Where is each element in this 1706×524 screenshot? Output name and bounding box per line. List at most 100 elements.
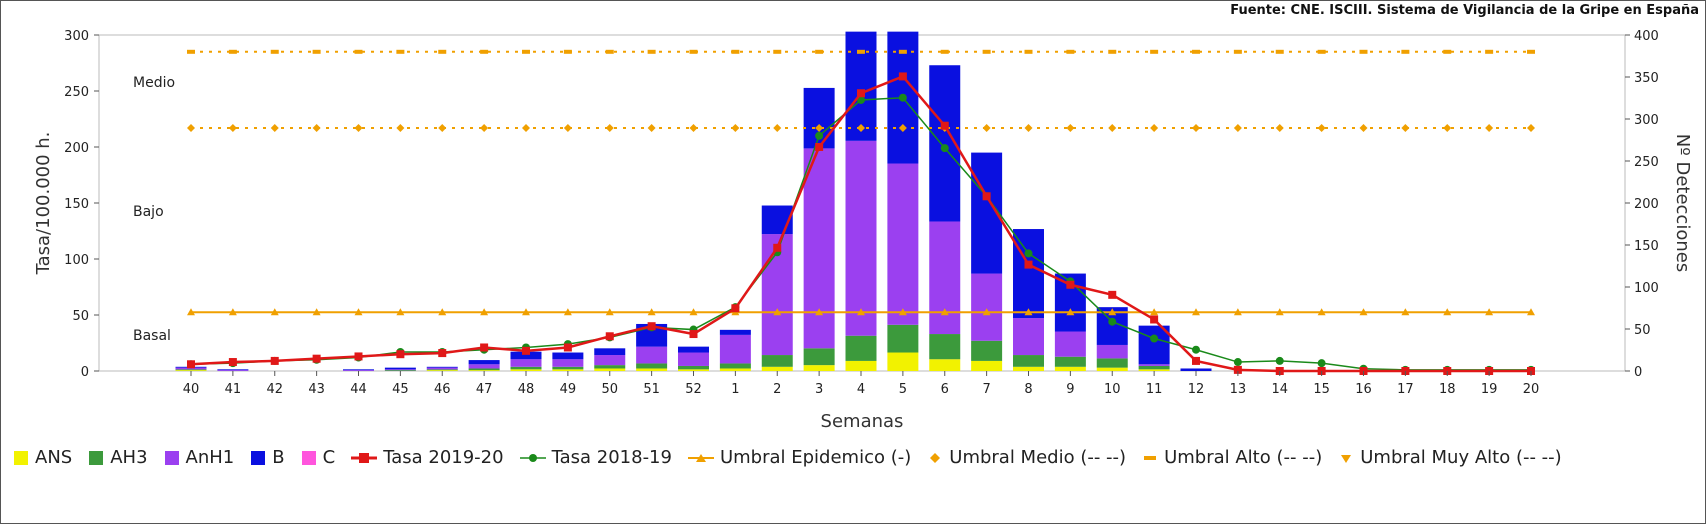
- threshold-medio-marker: [647, 123, 656, 132]
- x-tick-label: 10: [1104, 382, 1121, 397]
- threshold-alto-marker: [1443, 49, 1452, 54]
- y-tick-label: 50: [72, 309, 89, 324]
- threshold-medio-marker: [1150, 123, 1159, 132]
- legend-label: ANS: [35, 447, 73, 468]
- point-tasa-2019-20: [1233, 365, 1242, 374]
- bar-ANS: [594, 368, 626, 371]
- bar-AH3: [761, 355, 793, 367]
- threshold-epidemico-marker: [228, 308, 237, 316]
- threshold-alto-marker: [982, 49, 991, 54]
- bar-AH3: [426, 369, 458, 371]
- legend-label: B: [272, 447, 285, 468]
- legend-symbol-icon: [687, 453, 714, 462]
- point-tasa-2018-19: [1317, 359, 1326, 368]
- bar-AnH1: [845, 140, 877, 336]
- threshold-alto-marker: [563, 49, 572, 54]
- y-tick-label: 200: [64, 141, 89, 156]
- legend-symbol-icon: [14, 450, 28, 465]
- x-tick-label: 50: [601, 382, 618, 397]
- threshold-epidemico-marker: [1024, 308, 1033, 316]
- threshold-medio-marker: [605, 123, 614, 132]
- bar-AH3: [1138, 365, 1170, 370]
- threshold-epidemico-marker: [940, 308, 949, 316]
- threshold-epidemico-marker: [773, 308, 782, 316]
- bar-AnH1: [678, 352, 709, 366]
- threshold-alto-marker: [857, 49, 865, 54]
- threshold-epidemico-marker: [1192, 308, 1200, 316]
- threshold-medio-marker: [1359, 123, 1368, 132]
- threshold-medio-marker: [396, 123, 405, 132]
- x-tick-label: 46: [434, 382, 451, 397]
- point-tasa-2019-20: [522, 346, 530, 355]
- threshold-alto-marker: [773, 49, 782, 54]
- bar-AH3: [678, 365, 709, 370]
- y2-tick-label: 0: [1634, 365, 1642, 380]
- bar-ANS: [845, 360, 877, 371]
- legend-item: ANS: [13, 447, 72, 468]
- bar-AH3: [929, 334, 961, 360]
- x-tick-label: 40: [183, 382, 200, 397]
- x-tick-label: 47: [476, 382, 493, 397]
- y2-axis-title: Nº Detecciones: [1672, 134, 1693, 272]
- threshold-alto-marker: [270, 49, 279, 54]
- bar-B: [1180, 368, 1212, 371]
- bar-AnH1: [1138, 364, 1170, 366]
- bar-AnH1: [384, 369, 416, 371]
- point-tasa-2019-20: [187, 360, 195, 369]
- bar-AnH1: [594, 355, 626, 366]
- threshold-alto-marker: [1317, 49, 1326, 54]
- threshold-medio-marker: [689, 123, 698, 132]
- bar-ANS: [887, 352, 919, 371]
- y-axis-title: Tasa/100.000 h.: [33, 132, 54, 276]
- threshold-alto-marker: [647, 49, 656, 54]
- legend-label: Tasa 2018-19: [551, 447, 672, 468]
- point-tasa-2018-19: [1024, 249, 1033, 258]
- threshold-alto-marker: [1066, 49, 1075, 54]
- threshold-medio-marker: [1401, 123, 1410, 132]
- legend-symbol-icon: [1341, 454, 1352, 463]
- threshold-epidemico-marker: [1359, 308, 1368, 316]
- threshold-medio-marker: [1485, 123, 1494, 132]
- x-tick-label: 11: [1146, 382, 1163, 397]
- y2-tick-label: 400: [1634, 29, 1659, 44]
- threshold-alto-marker: [522, 49, 530, 54]
- y2-tick-label: 350: [1634, 71, 1659, 86]
- threshold-epidemico-marker: [270, 308, 279, 316]
- threshold-alto-marker: [605, 49, 614, 54]
- threshold-alto-marker: [312, 49, 321, 54]
- point-tasa-2018-19: [1233, 358, 1242, 367]
- x-tick-label: 3: [815, 382, 823, 397]
- bar-AnH1: [343, 370, 374, 371]
- point-tasa-2019-20: [312, 354, 321, 363]
- bar-AnH1: [1013, 318, 1044, 356]
- threshold-medio-marker: [354, 123, 363, 132]
- x-tick-label: 5: [899, 382, 907, 397]
- point-tasa-2019-20: [270, 356, 279, 365]
- point-tasa-2019-20: [940, 121, 949, 130]
- band-label-medio: Medio: [133, 75, 175, 91]
- bar-AH3: [1054, 356, 1086, 367]
- x-tick-label: 8: [1024, 382, 1032, 397]
- threshold-medio-marker: [1108, 123, 1117, 132]
- threshold-epidemico-marker: [605, 308, 614, 316]
- legend-label: Umbral Medio (-- --): [949, 447, 1127, 468]
- point-tasa-2018-19: [1192, 345, 1200, 354]
- x-tick-label: 20: [1523, 382, 1540, 397]
- bar-ANS: [929, 359, 961, 371]
- bar-AnH1: [636, 346, 668, 364]
- bar-B: [510, 351, 542, 360]
- threshold-alto-marker: [480, 49, 489, 54]
- legend-item: Tasa 2019-20: [351, 447, 504, 468]
- threshold-epidemico-marker: [563, 308, 572, 316]
- bar-AH3: [887, 324, 919, 353]
- threshold-alto-marker: [1275, 49, 1284, 54]
- threshold-medio-marker: [731, 123, 740, 132]
- threshold-medio-marker: [1527, 123, 1535, 132]
- x-tick-label: 43: [308, 382, 325, 397]
- legend-label: Umbral Alto (-- --): [1164, 447, 1323, 468]
- bar-AnH1: [552, 359, 584, 367]
- legend-item: Umbral Medio (-- --): [927, 447, 1126, 468]
- threshold-alto-marker: [689, 49, 698, 54]
- x-tick-label: 7: [982, 382, 990, 397]
